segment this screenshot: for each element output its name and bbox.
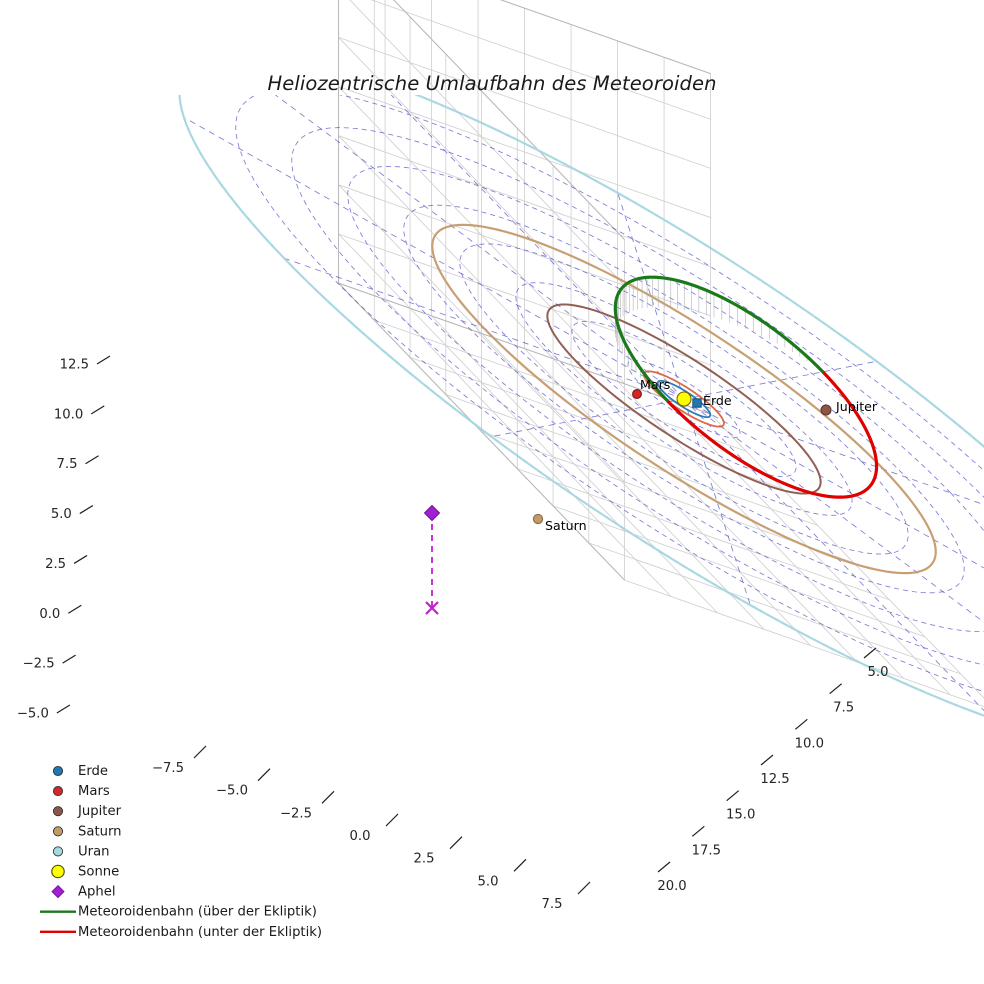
legend-marker-aphel [51, 884, 65, 899]
legend-item-mars[interactable]: Mars [52, 784, 110, 799]
legend-marker-erde [52, 765, 64, 777]
marker-jupiter [820, 404, 832, 416]
z-tick-label: −5.0 [17, 707, 49, 722]
legend-item-uran[interactable]: Uran [52, 844, 110, 859]
marker-sonne [676, 391, 692, 407]
x-tick-label: 5.0 [478, 874, 499, 889]
marker-aphel [423, 504, 441, 522]
legend-marker-sonne [51, 864, 65, 879]
marker-saturn [532, 513, 544, 525]
x-tick-label: −5.0 [216, 784, 248, 799]
x-tick-label: −2.5 [280, 806, 312, 821]
legend-item-aphel[interactable]: Aphel [51, 884, 116, 900]
legend-label: Jupiter [77, 804, 122, 819]
x-tick-label: −7.5 [152, 761, 184, 776]
legend-label: Sonne [78, 865, 119, 880]
y-tick-label: 15.0 [726, 808, 755, 823]
x-tick-label: 7.5 [542, 897, 563, 912]
legend-marker-jupiter [52, 806, 64, 817]
legend-item-bahn-ueber[interactable]: Meteoroidenbahn (über der Ekliptik) [40, 905, 317, 920]
z-tick-label: 7.5 [57, 457, 78, 472]
annotation-erde: Erde [703, 393, 732, 408]
legend-label: Uran [78, 844, 110, 859]
legend-item-erde[interactable]: Erde [52, 764, 108, 779]
legend-item-sonne[interactable]: Sonne [51, 864, 119, 880]
y-tick-label: 10.0 [795, 736, 824, 751]
y-tick-label: 17.5 [692, 843, 721, 858]
y-tick-label: 20.0 [657, 879, 686, 894]
marker-erde [692, 398, 702, 408]
annotation-jupiter: Jupiter [835, 399, 878, 414]
axis-ticks: 12.5 10.0 7.5 5.0 2.5 0.0 −2.5 −5.0 −7.5 −5.0 −2.5… [17, 355, 889, 912]
legend-label: Meteoroidenbahn (unter der Ekliptik) [78, 925, 322, 940]
body-annotations: Mars Erde Jupiter Saturn [545, 377, 878, 533]
z-tick-label: −2.5 [23, 657, 55, 672]
x-tick-label: 2.5 [414, 852, 435, 867]
body-markers [423, 389, 832, 615]
z-tick-label: 10.0 [54, 407, 83, 422]
meteoroid-orbit [613, 275, 879, 499]
y-tick-label: 12.5 [760, 772, 789, 787]
annotation-saturn: Saturn [545, 518, 587, 533]
legend-item-bahn-unter[interactable]: Meteoroidenbahn (unter der Ekliptik) [40, 925, 322, 940]
z-tick-label: 0.0 [39, 607, 60, 622]
legend-label: Mars [78, 784, 110, 799]
z-tick-label: 12.5 [60, 358, 89, 373]
marker-aphel-projektion [425, 601, 439, 615]
legend-marker-uran [52, 846, 64, 857]
z-tick-label: 2.5 [45, 557, 66, 572]
z-tick-label: 5.0 [51, 507, 72, 522]
marker-mars [632, 389, 642, 399]
y-tick-label: 7.5 [833, 701, 854, 716]
legend-label: Saturn [78, 824, 122, 839]
legend-marker-mars [52, 786, 64, 797]
legend-label: Meteoroidenbahn (über der Ekliptik) [78, 905, 317, 920]
legend-item-jupiter[interactable]: Jupiter [52, 804, 122, 819]
legend-label: Aphel [78, 885, 116, 900]
page-title: Heliozentrische Umlaufbahn des Meteoroid… [267, 72, 717, 95]
x-tick-label: 0.0 [350, 829, 371, 844]
legend-item-saturn[interactable]: Saturn [52, 824, 122, 839]
legend-marker-saturn [52, 826, 64, 837]
annotation-mars: Mars [640, 377, 670, 392]
y-tick-label: 5.0 [868, 665, 889, 680]
plot-legend: Erde Mars Jupiter Saturn Uran Sonne Aphel Meteo… [40, 764, 322, 940]
legend-label: Erde [78, 764, 108, 779]
